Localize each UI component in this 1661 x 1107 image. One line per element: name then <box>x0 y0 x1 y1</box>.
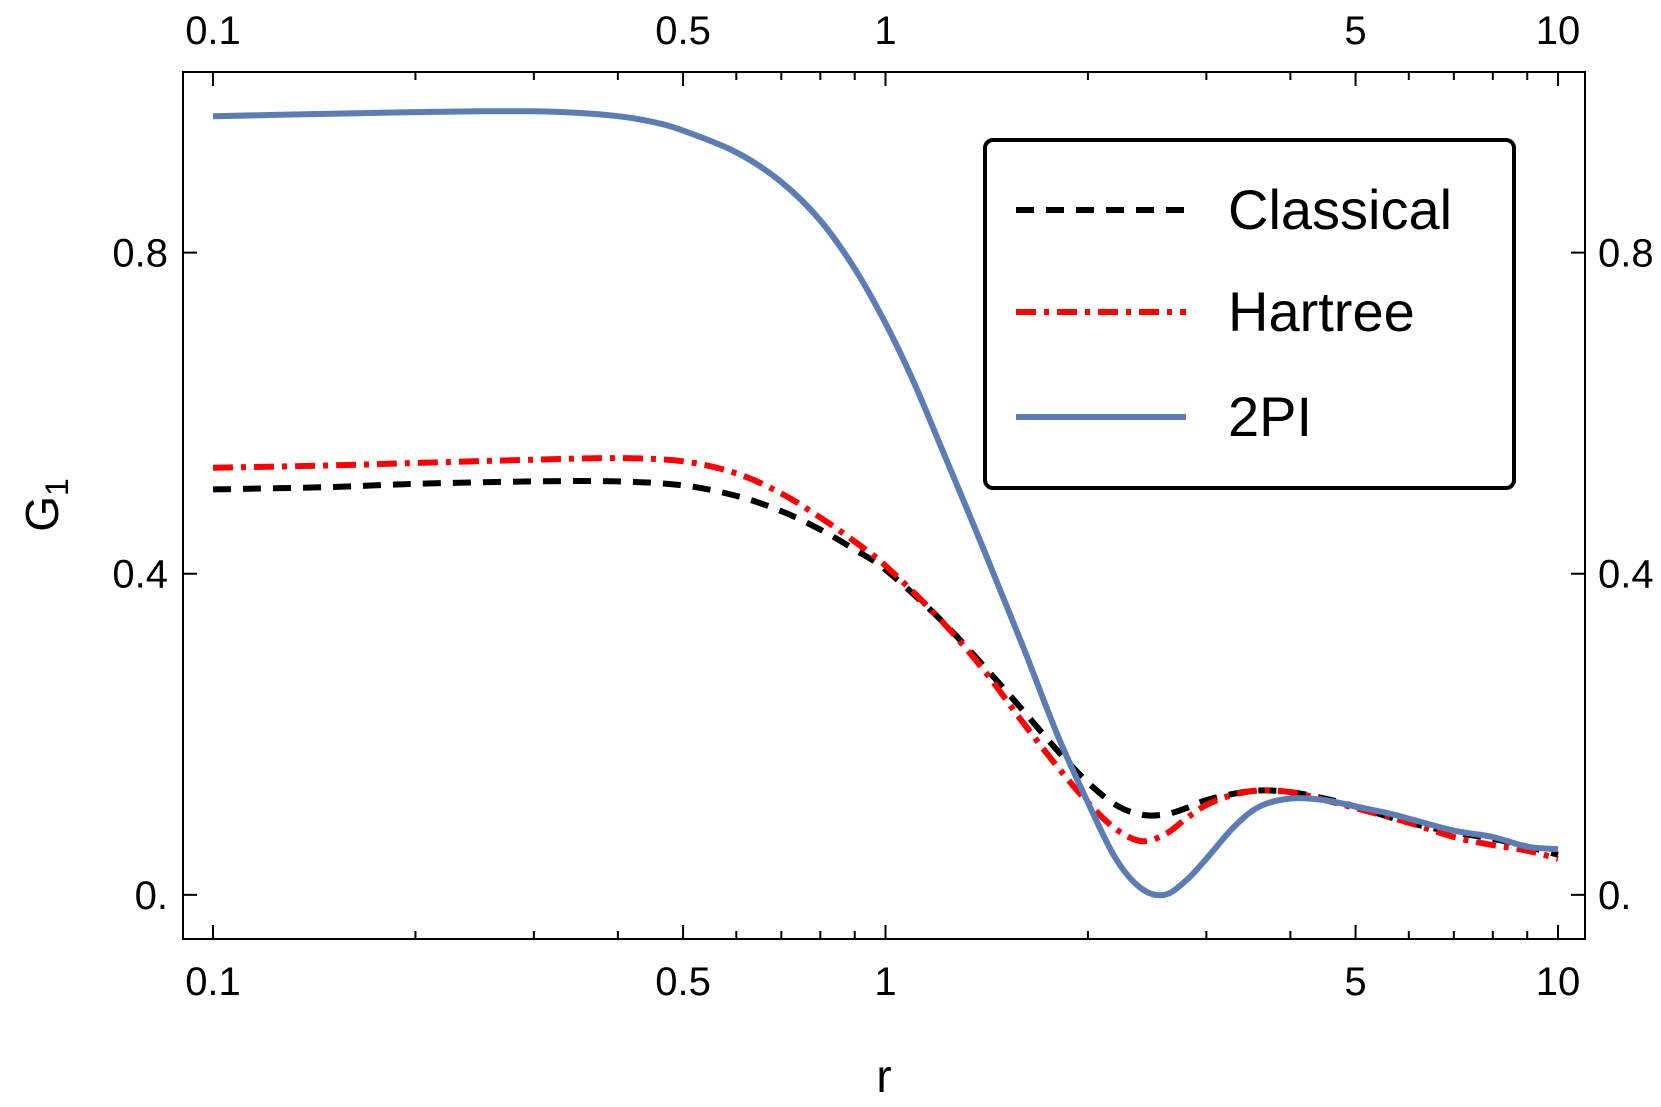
x-tick-label-bottom: 10 <box>1536 960 1581 1004</box>
legend: Classical Hartree 2PI <box>983 138 1516 490</box>
y-tick-label-left: 0. <box>135 874 168 918</box>
x-tick-label-top: 0.1 <box>185 9 241 53</box>
x-tick-label-top: 10 <box>1536 9 1581 53</box>
series-lines <box>212 108 1559 899</box>
tick-marks <box>183 72 1585 939</box>
legend-label-2pi: 2PI <box>1228 385 1312 448</box>
tick-labels: 0.1 0.1 0.5 0.5 1 1 5 5 10 10 0. 0. 0.4 0.4 0.8 0.8 <box>112 9 1653 1004</box>
y-tick-label-right: 0.4 <box>1598 553 1654 597</box>
legend-label-classical: Classical <box>1228 178 1452 241</box>
x-tick-label-bottom: 0.1 <box>185 960 241 1004</box>
y-tick-label-right: 0.8 <box>1598 232 1654 276</box>
x-tick-label-top: 0.5 <box>655 9 711 53</box>
series-line-2pi <box>212 108 1559 899</box>
legend-box <box>983 138 1516 490</box>
y-axis-label: G1 <box>16 478 75 532</box>
legend-label-hartree: Hartree <box>1228 280 1415 343</box>
y-axis-label-base: G <box>16 496 68 532</box>
series-line-hartree <box>212 455 1559 862</box>
x-tick-label-top: 1 <box>874 9 896 53</box>
y-tick-label-right: 0. <box>1598 874 1631 918</box>
plot-frame <box>182 71 1586 940</box>
x-tick-label-bottom: 5 <box>1344 960 1366 1004</box>
series-line-classical <box>212 477 1559 858</box>
x-tick-label-bottom: 0.5 <box>655 960 711 1004</box>
y-tick-label-left: 0.4 <box>112 553 168 597</box>
x-tick-label-bottom: 1 <box>874 960 896 1004</box>
y-axis-label-subscript: 1 <box>39 478 75 496</box>
y-tick-label-left: 0.8 <box>112 232 168 276</box>
x-axis-label: r <box>876 1050 891 1102</box>
x-tick-label-top: 5 <box>1344 9 1366 53</box>
